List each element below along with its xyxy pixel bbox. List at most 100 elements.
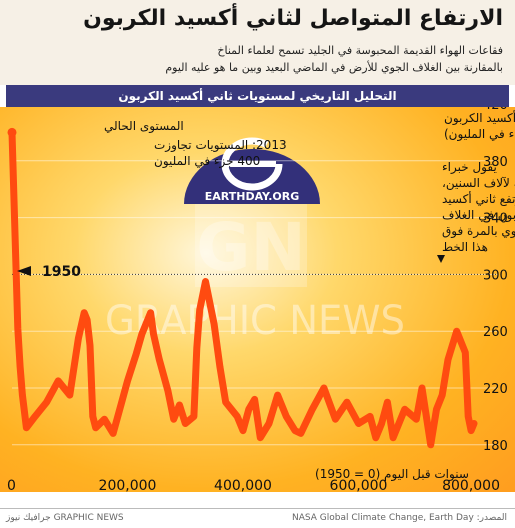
data-point xyxy=(177,403,181,407)
x-tick-label: 200,000 xyxy=(99,478,157,492)
data-point xyxy=(68,393,72,397)
data-point xyxy=(322,386,326,390)
y-axis-ticks: 180220260300340380420 xyxy=(483,98,508,454)
data-point xyxy=(203,280,207,283)
data-point xyxy=(212,322,216,326)
data-point xyxy=(140,332,144,336)
experts-arrow-icon xyxy=(437,255,445,263)
data-point xyxy=(241,429,245,433)
data-point xyxy=(357,422,360,425)
data-point xyxy=(299,431,303,435)
data-point xyxy=(151,332,155,336)
watermark-gn: GN xyxy=(196,209,305,286)
data-point xyxy=(94,426,98,430)
data-point xyxy=(85,318,89,322)
data-point xyxy=(166,389,170,393)
subtitle-line-1: فقاعات الهواء القديمة المحبوسة في الجليد… xyxy=(217,44,503,57)
data-point xyxy=(310,407,314,411)
data-point xyxy=(345,400,349,404)
data-point xyxy=(33,414,37,418)
page-title: الارتفاع المتواصل لثاني أكسيد الكربون xyxy=(83,6,503,31)
x-tick-label: 0 xyxy=(7,478,16,492)
data-point xyxy=(195,346,199,350)
data-point xyxy=(374,436,378,440)
data-point xyxy=(469,429,473,433)
y-tick-label: 180 xyxy=(483,439,508,454)
experts-note-line-2: إنه لآلاف السنين، xyxy=(442,176,515,191)
marker-1950-icon xyxy=(17,266,31,276)
data-point xyxy=(434,407,438,411)
data-point xyxy=(76,336,80,340)
annotation-current-level: المستوى الحالي xyxy=(104,119,184,134)
data-point xyxy=(414,417,418,421)
experts-note-line-6: هذا الخط xyxy=(442,240,488,254)
data-point xyxy=(267,422,271,425)
data-point xyxy=(391,436,395,440)
data-point xyxy=(16,326,20,330)
data-point xyxy=(157,358,161,362)
data-point xyxy=(284,414,288,418)
data-point xyxy=(91,414,95,418)
data-point xyxy=(466,414,470,418)
label-1950: 1950 xyxy=(42,264,81,280)
data-point xyxy=(258,436,262,440)
co2-series xyxy=(7,127,478,449)
footer: المصدر: NASA Global Climate Change, Eart… xyxy=(0,508,515,528)
experts-note-line-4: الكربون في الغلاف xyxy=(442,208,515,223)
data-point xyxy=(134,352,138,356)
annotations: المستوى الحالي 2013: المستويات تجاوزت 40… xyxy=(17,110,515,482)
watermark-box xyxy=(195,189,307,287)
data-point xyxy=(172,417,176,421)
data-point xyxy=(102,417,106,421)
data-point xyxy=(146,318,150,322)
co2-chart: GN GRAPHIC NEWS EARTHDAY.ORG 18022026030… xyxy=(7,98,515,494)
data-point xyxy=(472,422,476,425)
x-tick-label: 600,000 xyxy=(330,478,388,492)
y-tick-label: 260 xyxy=(483,325,508,340)
data-point xyxy=(82,311,86,315)
data-point xyxy=(368,414,372,418)
data-point xyxy=(276,393,280,397)
data-point xyxy=(380,422,384,425)
logo-text: EARTHDAY.ORG xyxy=(205,190,299,203)
chart-banner: التحليل التاريخي لمستويات ثاني أكسيد الك… xyxy=(6,85,509,107)
data-point xyxy=(385,400,389,404)
data-point xyxy=(45,400,49,404)
data-point xyxy=(56,379,60,383)
logo-e-icon xyxy=(221,137,283,191)
data-point xyxy=(149,311,153,315)
chart-area: GN GRAPHIC NEWS EARTHDAY.ORG 180 220 260 30… xyxy=(0,98,515,494)
y-tick-label: 380 xyxy=(483,155,508,170)
data-point xyxy=(420,386,424,390)
data-point xyxy=(333,417,337,421)
data-point xyxy=(120,400,124,404)
y-tick-label: 220 xyxy=(483,382,508,397)
data-point xyxy=(218,365,222,369)
data-point xyxy=(440,393,444,397)
data-point xyxy=(192,414,196,418)
annotation-2013: 2013: المستويات تجاوزت xyxy=(154,138,287,153)
data-point xyxy=(183,422,187,425)
data-point xyxy=(88,343,92,347)
experts-note-line-1: يقول خبراء xyxy=(442,160,497,175)
data-point xyxy=(24,426,28,430)
y-axis-label-line-2: (أجزاء في المليون) xyxy=(444,126,515,142)
y-tick-label: 340 xyxy=(483,212,508,227)
data-point xyxy=(253,397,257,401)
data-point xyxy=(20,393,24,397)
annotation-400ppm: 400 جزء في المليون xyxy=(154,154,260,169)
data-point xyxy=(198,308,202,312)
data-point xyxy=(293,429,297,433)
data-point xyxy=(224,400,228,404)
data-point xyxy=(463,351,467,354)
publisher-credit: جرافيك نيوز GRAPHIC NEWS xyxy=(6,513,124,523)
data-point xyxy=(403,407,407,411)
y-tick-label: 300 xyxy=(483,268,508,283)
data-point xyxy=(455,329,459,333)
earthday-logo: EARTHDAY.ORG xyxy=(184,137,320,204)
current-level-marker xyxy=(7,127,17,137)
data-point xyxy=(235,414,239,418)
subtitle-line-2: بالمقارنة بين الغلاف الجوي للأرض في الما… xyxy=(165,61,503,74)
header: الارتفاع المتواصل لثاني أكسيد الكربون فق… xyxy=(0,0,515,85)
data-point xyxy=(446,358,450,362)
